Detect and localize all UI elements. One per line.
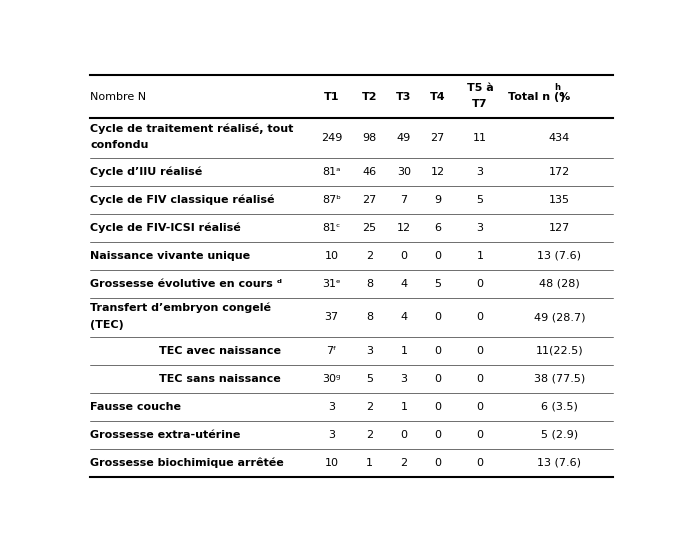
Text: confondu: confondu	[90, 140, 148, 151]
Text: T4: T4	[429, 91, 445, 102]
Text: 0: 0	[477, 346, 484, 356]
Text: Cycle de traitement réalisé, tout: Cycle de traitement réalisé, tout	[90, 124, 294, 134]
Text: 434: 434	[549, 133, 570, 143]
Text: Nombre N: Nombre N	[90, 91, 146, 102]
Text: T2: T2	[362, 91, 377, 102]
Text: 81ᵃ: 81ᵃ	[322, 167, 341, 176]
Text: Naissance vivante unique: Naissance vivante unique	[90, 251, 250, 260]
Text: 48 (28): 48 (28)	[539, 279, 580, 288]
Text: 3: 3	[401, 374, 407, 384]
Text: 11(22.5): 11(22.5)	[536, 346, 583, 356]
Text: 2: 2	[366, 251, 373, 260]
Text: 0: 0	[477, 279, 484, 288]
Text: 0: 0	[434, 374, 441, 384]
Text: 5: 5	[434, 279, 441, 288]
Text: 127: 127	[549, 223, 570, 232]
Text: 0: 0	[401, 430, 407, 440]
Text: 81ᶜ: 81ᶜ	[322, 223, 341, 232]
Text: 6: 6	[434, 223, 441, 232]
Text: 49: 49	[397, 133, 411, 143]
Text: 10: 10	[324, 458, 339, 468]
Text: 30ᵍ: 30ᵍ	[322, 374, 341, 384]
Text: 249: 249	[321, 133, 342, 143]
Text: 27: 27	[362, 195, 377, 204]
Text: 3: 3	[477, 223, 484, 232]
Text: 0: 0	[401, 251, 407, 260]
Text: 7: 7	[401, 195, 407, 204]
Text: Grossesse biochimique arrêtée: Grossesse biochimique arrêtée	[90, 457, 284, 468]
Text: 13 (7.6): 13 (7.6)	[537, 458, 582, 468]
Text: 0: 0	[477, 430, 484, 440]
Text: 12: 12	[430, 167, 445, 176]
Text: 0: 0	[434, 346, 441, 356]
Text: Grossesse extra-utérine: Grossesse extra-utérine	[90, 430, 240, 440]
Text: 13 (7.6): 13 (7.6)	[537, 251, 582, 260]
Text: 46: 46	[362, 167, 377, 176]
Text: 0: 0	[434, 402, 441, 412]
Text: Cycle d’IIU réalisé: Cycle d’IIU réalisé	[90, 166, 202, 177]
Text: 3: 3	[328, 402, 335, 412]
Text: 7ᶠ: 7ᶠ	[327, 346, 337, 356]
Text: 11: 11	[473, 133, 487, 143]
Text: 12: 12	[397, 223, 411, 232]
Text: h: h	[554, 83, 560, 92]
Text: T3: T3	[397, 91, 412, 102]
Text: 0: 0	[434, 458, 441, 468]
Text: 4: 4	[401, 279, 407, 288]
Text: 37: 37	[324, 312, 339, 322]
Text: 3: 3	[366, 346, 373, 356]
Text: 1: 1	[401, 346, 407, 356]
Text: T7: T7	[472, 99, 488, 109]
Text: 1: 1	[401, 402, 407, 412]
Text: 25: 25	[362, 223, 377, 232]
Text: 5: 5	[366, 374, 373, 384]
Text: 8: 8	[366, 279, 373, 288]
Text: TEC sans naissance: TEC sans naissance	[159, 374, 281, 384]
Text: Cycle de FIV classique réalisé: Cycle de FIV classique réalisé	[90, 194, 274, 205]
Text: 49 (28.7): 49 (28.7)	[534, 312, 585, 322]
Text: 5: 5	[477, 195, 484, 204]
Text: 5 (2.9): 5 (2.9)	[541, 430, 578, 440]
Text: 0: 0	[434, 312, 441, 322]
Text: 9: 9	[434, 195, 441, 204]
Text: 0: 0	[434, 430, 441, 440]
Text: (TEC): (TEC)	[90, 320, 123, 330]
Text: 27: 27	[430, 133, 445, 143]
Text: 2: 2	[366, 402, 373, 412]
Text: 0: 0	[477, 312, 484, 322]
Text: 38 (77.5): 38 (77.5)	[534, 374, 585, 384]
Text: TEC avec naissance: TEC avec naissance	[159, 346, 281, 356]
Text: 6 (3.5): 6 (3.5)	[541, 402, 578, 412]
Text: Fausse couche: Fausse couche	[90, 402, 181, 412]
Text: ): )	[559, 91, 564, 102]
Text: Total n (%: Total n (%	[508, 91, 571, 102]
Text: 8: 8	[366, 312, 373, 322]
Text: 2: 2	[366, 430, 373, 440]
Text: 135: 135	[549, 195, 570, 204]
Text: 0: 0	[477, 458, 484, 468]
Text: T1: T1	[324, 91, 340, 102]
Text: 10: 10	[324, 251, 339, 260]
Text: 1: 1	[366, 458, 373, 468]
Text: 30: 30	[397, 167, 411, 176]
Text: 2: 2	[401, 458, 407, 468]
Text: 98: 98	[362, 133, 377, 143]
Text: 1: 1	[477, 251, 484, 260]
Text: 4: 4	[401, 312, 407, 322]
Text: T5 à: T5 à	[466, 82, 493, 93]
Text: 87ᵇ: 87ᵇ	[322, 195, 341, 204]
Text: 172: 172	[549, 167, 570, 176]
Text: Cycle de FIV-ICSI réalisé: Cycle de FIV-ICSI réalisé	[90, 222, 241, 233]
Text: 3: 3	[328, 430, 335, 440]
Text: 0: 0	[434, 251, 441, 260]
Text: 3: 3	[477, 167, 484, 176]
Text: 0: 0	[477, 402, 484, 412]
Text: 31ᵉ: 31ᵉ	[322, 279, 341, 288]
Text: 0: 0	[477, 374, 484, 384]
Text: Transfert d’embryon congelé: Transfert d’embryon congelé	[90, 303, 271, 313]
Text: Grossesse évolutive en cours ᵈ: Grossesse évolutive en cours ᵈ	[90, 279, 282, 288]
